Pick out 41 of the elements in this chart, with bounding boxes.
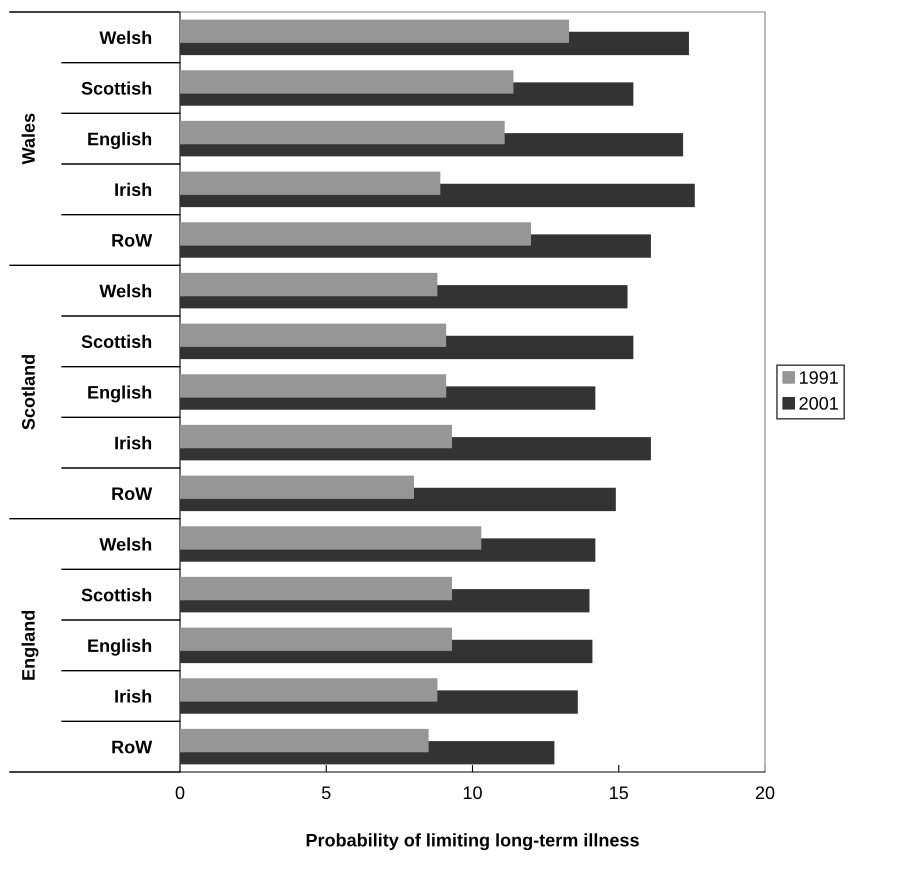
y-tick-label: RoW [112, 234, 152, 247]
y-tick-label: Irish [115, 182, 152, 196]
x-tick-label: 20 [756, 786, 774, 800]
legend-label: 1991 [800, 371, 838, 384]
y-tick-label: Welsh [99, 537, 152, 551]
bar [180, 476, 414, 499]
legend-label: 2001 [800, 396, 838, 410]
y-tick-label: RoW [112, 740, 152, 754]
bar [180, 424, 452, 448]
bar [180, 20, 570, 43]
bar [180, 628, 452, 651]
bar [180, 728, 429, 752]
x-tick-label: 10 [464, 786, 482, 800]
x-tick-label: 0 [176, 786, 184, 800]
bar [180, 576, 452, 600]
text: Wales [22, 114, 35, 164]
bar [180, 120, 505, 144]
y-tick-label: English [88, 132, 152, 150]
y-tick-label: RoW [112, 487, 152, 500]
bar [180, 678, 438, 702]
x-tick-label: 5 [322, 786, 331, 800]
bar [180, 222, 531, 246]
x-tick-label: 15 [610, 786, 628, 800]
y-tick-label: Scottish [82, 334, 152, 348]
y-tick-label: Welsh [99, 30, 152, 44]
y-tick-label: Irish [115, 436, 152, 450]
bar [180, 70, 514, 94]
bar [180, 324, 446, 347]
y-tick-label: Irish [115, 689, 152, 703]
y-tick-label: Scottish [82, 588, 152, 602]
bar [180, 172, 440, 195]
text: England [22, 610, 38, 680]
bar [180, 526, 482, 550]
bar [180, 272, 438, 296]
text: Scotland [22, 355, 35, 430]
x-axis-title: Probability of limiting long-term illness [306, 833, 639, 850]
y-tick-label: English [88, 638, 152, 656]
bar [180, 374, 446, 398]
y-tick-label: English [88, 385, 152, 402]
y-tick-label: Scottish [82, 81, 152, 95]
y-tick-label: Welsh [99, 284, 152, 298]
